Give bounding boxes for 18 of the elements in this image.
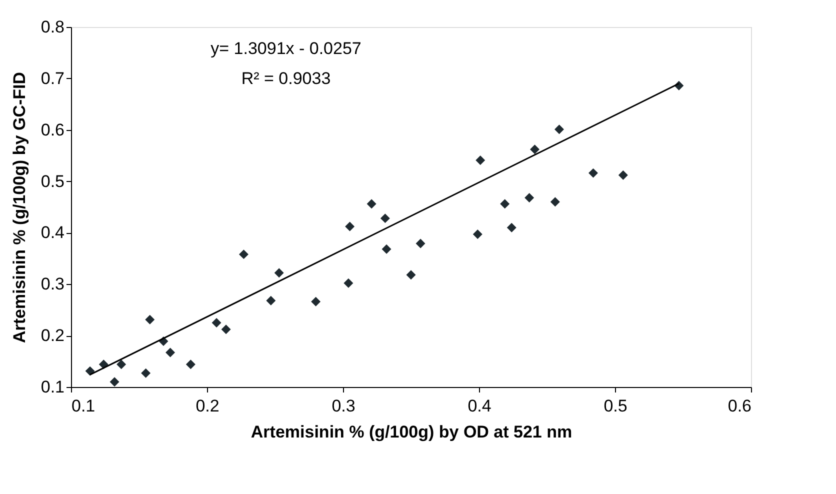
x-tick-label: 0.2	[196, 396, 220, 416]
x-tick-label: 0.1	[72, 396, 96, 416]
y-tick-label: 0.6	[40, 120, 64, 140]
x-tick-label: 0.3	[332, 396, 356, 416]
y-tick-label: 0.4	[40, 223, 64, 242]
y-tick-label: 0.1	[40, 378, 64, 396]
x-tick-label: 0.5	[604, 396, 628, 416]
y-tick-label: 0.2	[40, 326, 64, 346]
x-axis-title: Artemisinin % (g/100g) by OD at 521 nm	[250, 422, 572, 442]
annotation: y= 1.3091x - 0.0257	[210, 39, 362, 58]
y-tick-label: 0.7	[40, 68, 64, 88]
x-tick-label: 0.4	[468, 396, 492, 416]
y-tick-label: 0.8	[40, 18, 64, 36]
annotation: R² = 0.9033	[241, 69, 331, 88]
y-tick-label: 0.3	[40, 274, 64, 294]
y-axis-title: Artemisinin % (g/100g) by GC-FID	[10, 72, 29, 344]
x-tick-label: 0.6	[728, 396, 752, 416]
y-tick-label: 0.5	[40, 172, 64, 191]
